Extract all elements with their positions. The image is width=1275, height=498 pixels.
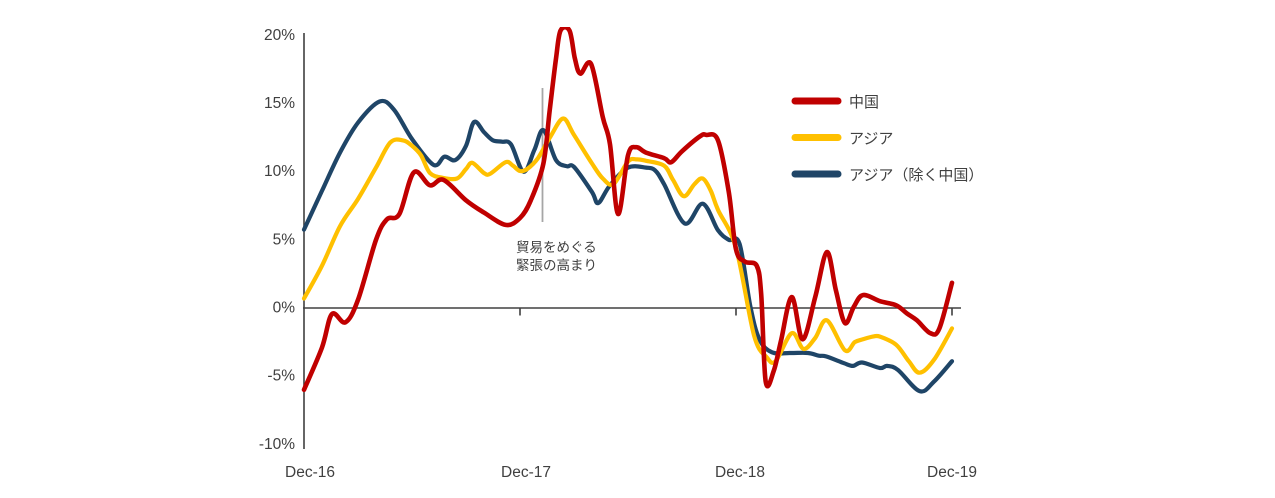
y-axis-label-15: 15% [264,95,295,112]
series-china-line [301,27,955,393]
y-axis-label-0: 0% [273,300,296,317]
annotation-text-line-1: 貿易をめぐる [516,240,597,255]
x-axis-label-dec-19: Dec-19 [927,464,977,481]
plot-area [301,27,955,394]
y-axis-labels: 20% 15% 10% 5% 0% -5% -10% [259,27,295,453]
annotation-text-line-2: 緊張の高まり [516,257,597,273]
y-axis-label-20: 20% [264,27,295,44]
legend: 中国 アジア アジア（除く中国） [791,94,983,184]
legend-label-asia-ex-china: アジア（除く中国） [849,167,983,184]
y-axis-label-5: 5% [273,231,296,248]
legend-label-asia: アジア [849,131,893,148]
y-axis-label-neg10: -10% [259,436,295,453]
x-axis-label-dec-17: Dec-17 [501,464,551,481]
annotation: 貿易をめぐる 緊張の高まり [516,88,597,273]
y-axis-label-10: 10% [264,163,295,180]
x-axis-label-dec-16: Dec-16 [285,464,335,481]
y-axis-label-neg5: -5% [267,368,295,385]
legend-label-china: 中国 [849,94,879,111]
x-axis-labels: Dec-16 Dec-17 Dec-18 Dec-19 [285,464,977,481]
x-axis-label-dec-18: Dec-18 [715,464,765,481]
